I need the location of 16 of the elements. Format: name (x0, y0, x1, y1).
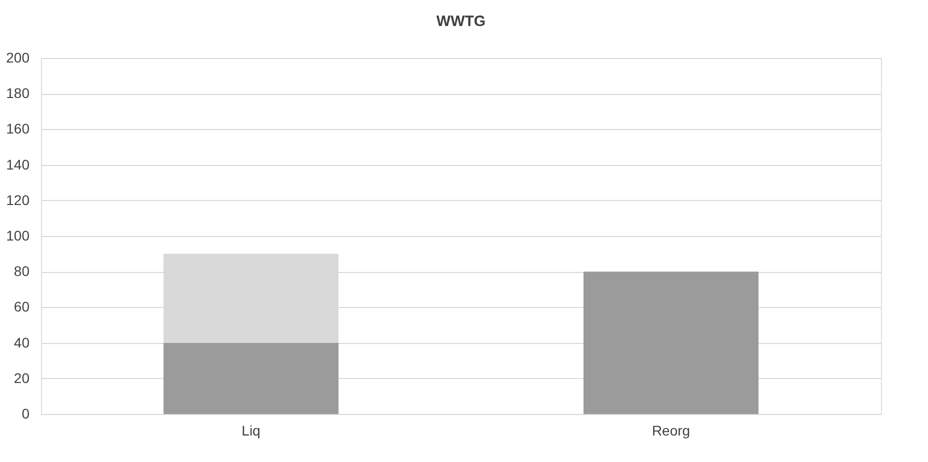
y-tick-label: 180 (6, 85, 30, 102)
y-tick-label: 140 (6, 156, 30, 172)
y-tick-label: 80 (14, 263, 30, 280)
y-tick-label: 200 (6, 50, 30, 66)
x-tick-label: Reorg (652, 422, 690, 438)
y-tick-label: 40 (14, 334, 30, 350)
y-tick-label: 20 (14, 370, 30, 386)
bar (584, 272, 758, 414)
bar (164, 342, 338, 414)
y-tick-label: 120 (6, 192, 30, 208)
chart-title: WWTG (436, 13, 486, 30)
y-tick-label: 100 (6, 228, 30, 244)
x-tick-label: Liq (242, 422, 260, 438)
y-tick-label: 60 (14, 298, 30, 315)
y-tick-label: 0 (22, 406, 30, 422)
y-tick-label: 160 (6, 120, 30, 137)
